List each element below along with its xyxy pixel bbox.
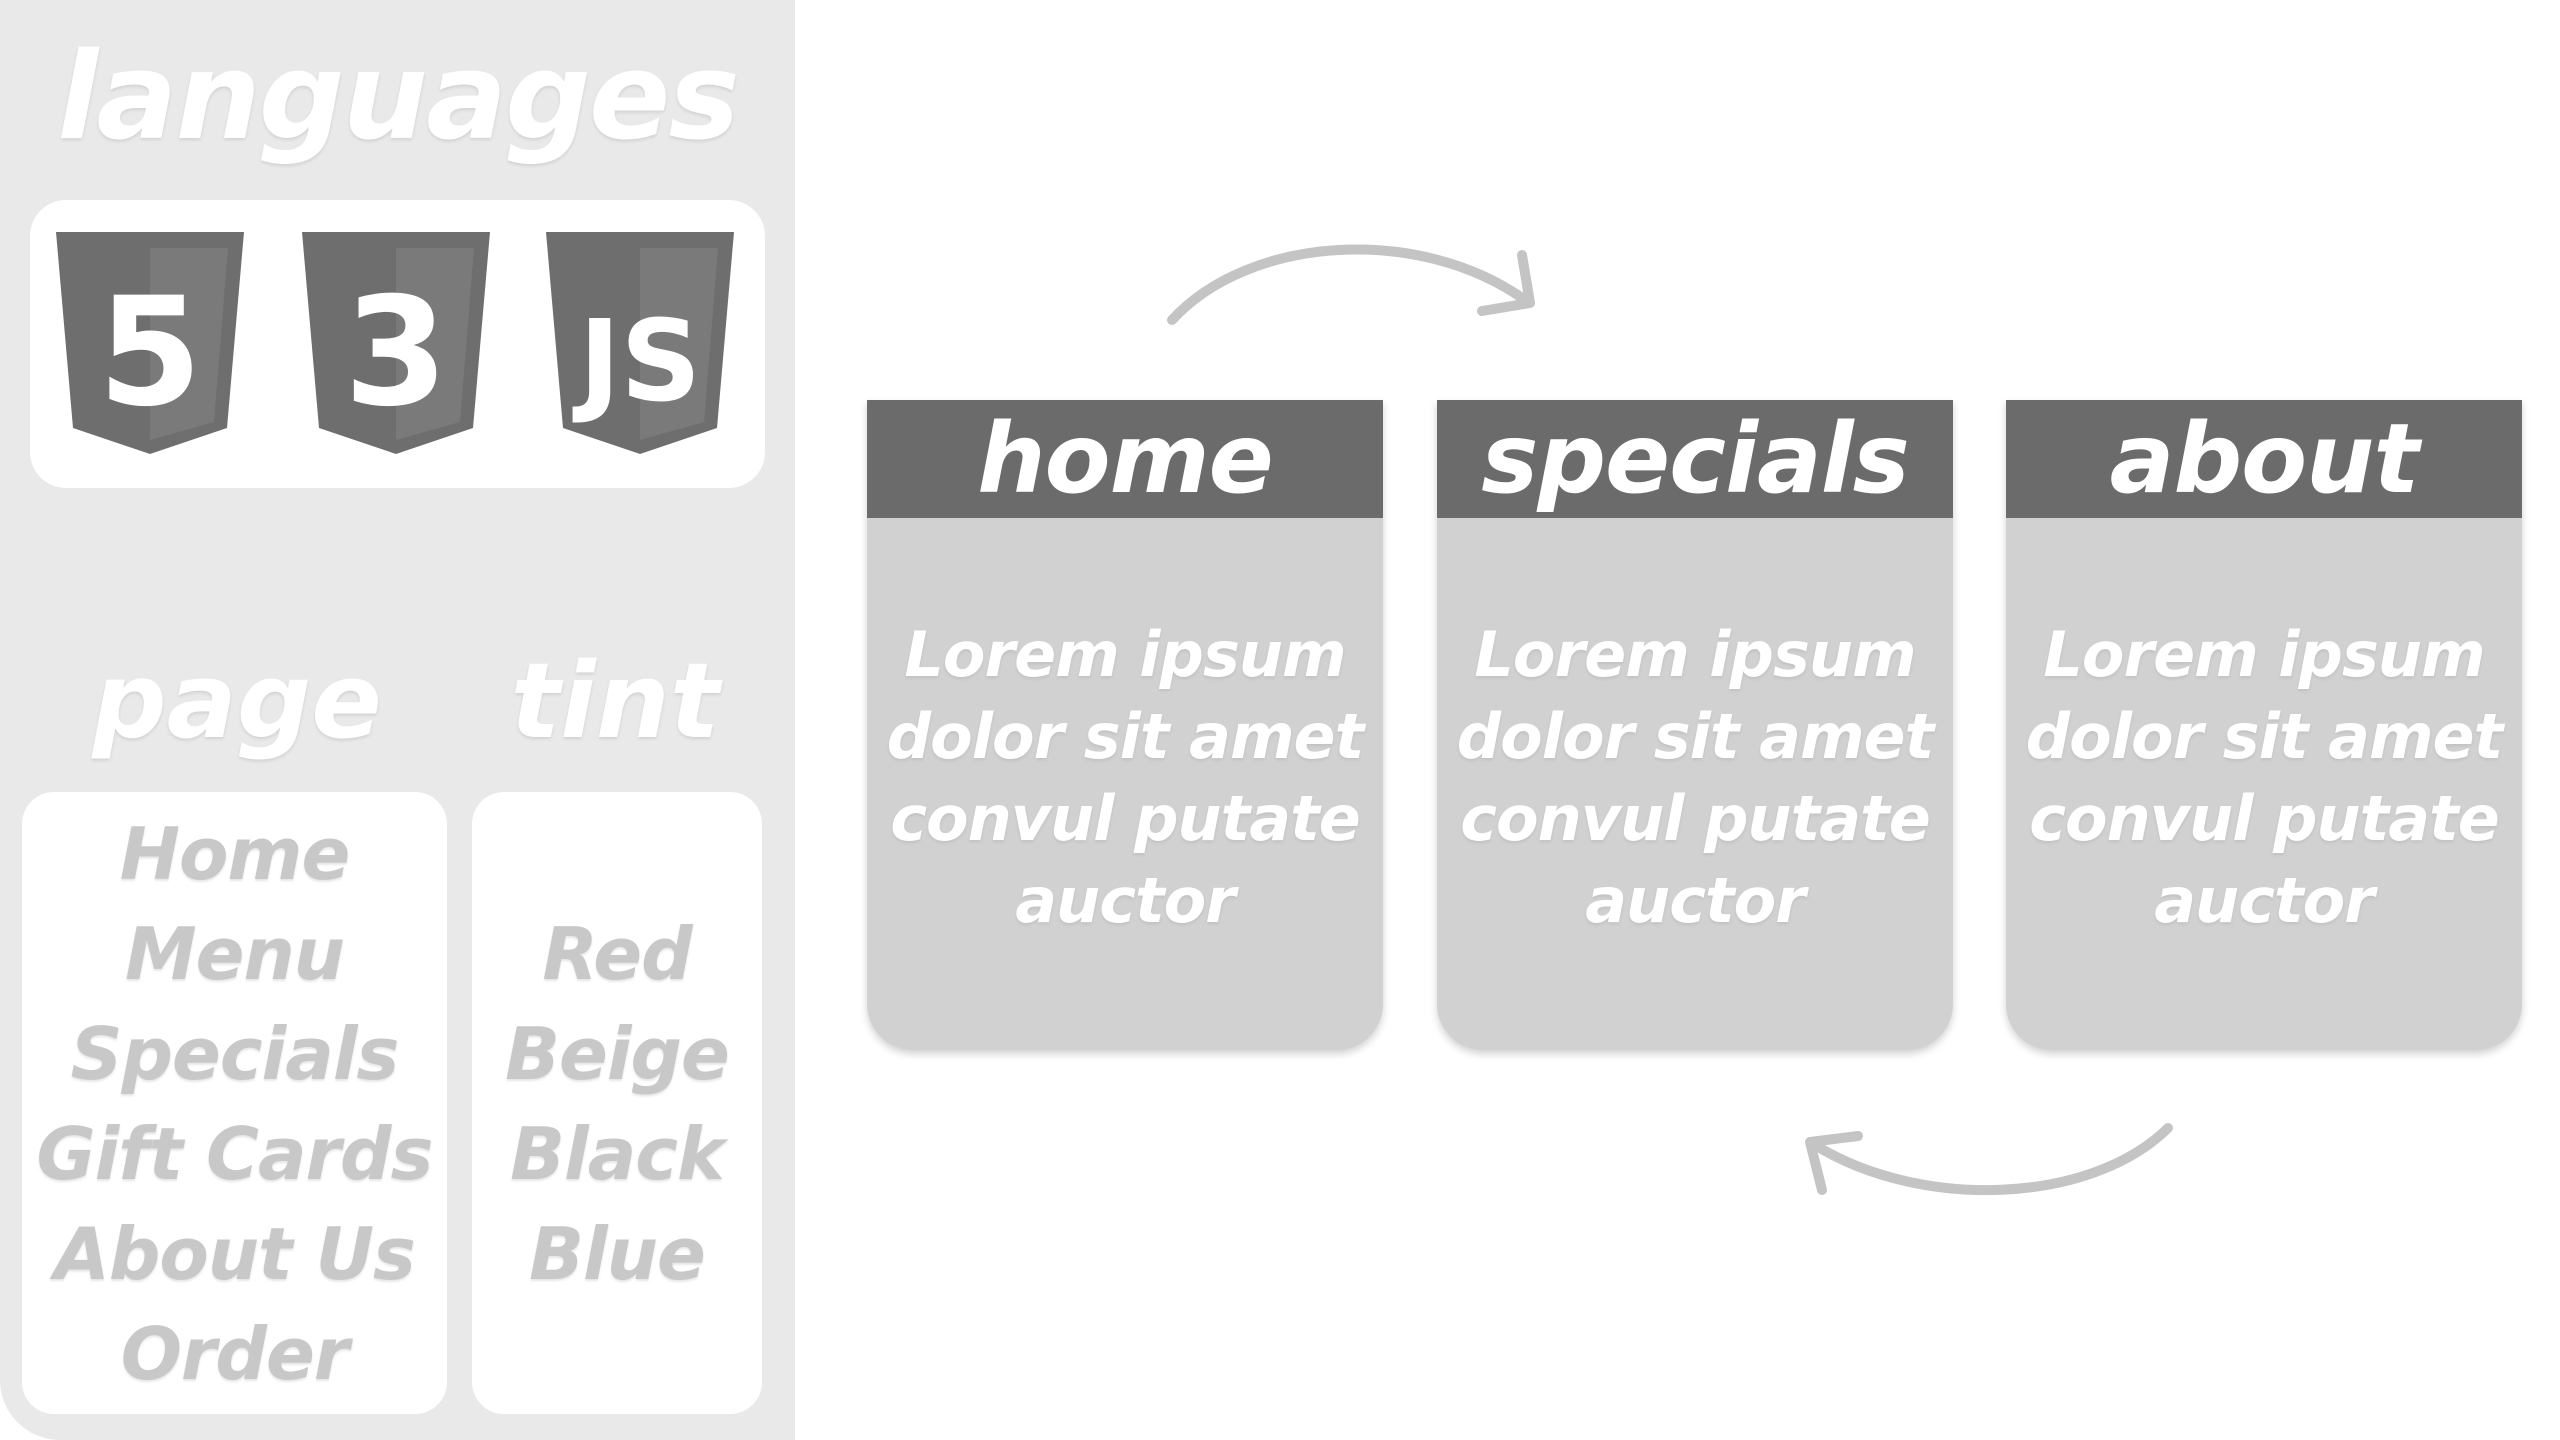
html5-icon[interactable]: 5 <box>52 232 248 454</box>
page-link-specials[interactable]: Specials <box>70 1012 400 1096</box>
page-link-gift-cards[interactable]: Gift Cards <box>36 1112 434 1196</box>
curved-arrow-left-icon[interactable] <box>1790 1110 2180 1220</box>
tint-list: Red Beige Black Blue <box>472 792 762 1304</box>
page-link-home[interactable]: Home <box>119 812 351 896</box>
tint-option-black[interactable]: Black <box>510 1112 725 1196</box>
curved-arrow-right-icon[interactable] <box>1160 225 1550 335</box>
page-link-about-us[interactable]: About Us <box>54 1212 416 1296</box>
tint-list-panel: Red Beige Black Blue <box>472 792 762 1414</box>
languages-panel: 5 3 JS <box>30 200 765 488</box>
page-list: Home Menu Specials Gift Cards About Us O… <box>22 792 447 1404</box>
card-specials[interactable]: specials Lorem ipsum dolor sit amet conv… <box>1437 400 1953 1050</box>
card-title: about <box>2006 400 2522 518</box>
page-list-panel: Home Menu Specials Gift Cards About Us O… <box>22 792 447 1414</box>
page-heading: page <box>92 640 382 762</box>
page-link-menu[interactable]: Menu <box>125 912 345 996</box>
card-title: specials <box>1437 400 1953 518</box>
tint-option-blue[interactable]: Blue <box>529 1212 706 1296</box>
card-about[interactable]: about Lorem ipsum dolor sit amet convul … <box>2006 400 2522 1050</box>
card-text: Lorem ipsum dolor sit amet convul putate… <box>886 618 1365 937</box>
tint-option-red[interactable]: Red <box>542 912 692 996</box>
page-link-order[interactable]: Order <box>120 1312 350 1396</box>
css3-glyph: 3 <box>344 266 448 440</box>
css3-icon[interactable]: 3 <box>298 232 494 454</box>
js-icon[interactable]: JS <box>542 232 738 454</box>
card-text: Lorem ipsum dolor sit amet convul putate… <box>2025 618 2504 937</box>
card-home[interactable]: home Lorem ipsum dolor sit amet convul p… <box>867 400 1383 1050</box>
card-title: home <box>867 400 1383 518</box>
tint-heading: tint <box>510 640 720 762</box>
languages-heading: languages <box>57 28 740 167</box>
tint-option-beige[interactable]: Beige <box>505 1012 730 1096</box>
js-glyph: JS <box>572 297 701 427</box>
card-text: Lorem ipsum dolor sit amet convul putate… <box>1456 618 1935 937</box>
sidebar: languages 5 3 JS page tint <box>0 0 795 1440</box>
html5-glyph: 5 <box>98 266 202 440</box>
